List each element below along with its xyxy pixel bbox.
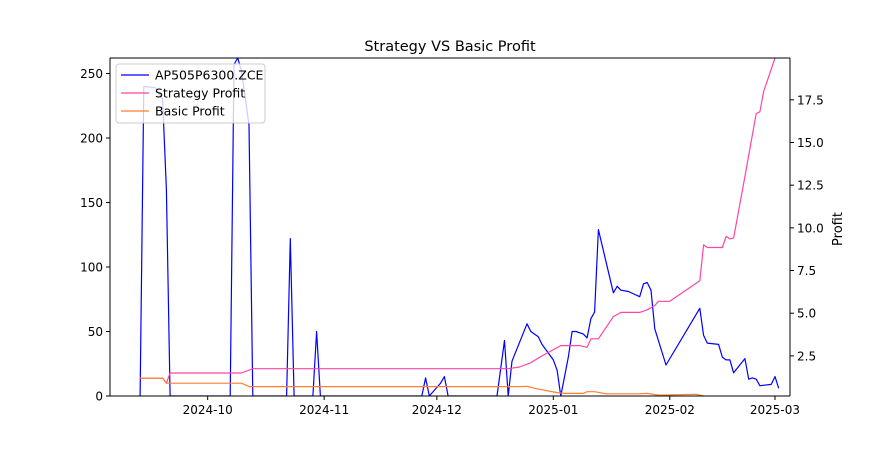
- ticks-layer: 2024-10 2024-11 2024-12 2025-01 2025-02 2025-…: [80, 67, 824, 417]
- right-y-tick-label: 5.0: [797, 307, 816, 321]
- right-y-tick-label: 12.5: [797, 179, 824, 193]
- left-y-tick-label: 250: [80, 67, 103, 81]
- series-line-strategy-profit: [140, 58, 776, 384]
- axes-layer: [109, 57, 791, 397]
- legend-frame: [115, 63, 266, 124]
- x-tick-label: 2025-01: [528, 403, 578, 417]
- right-y-tick-label: 7.5: [797, 264, 816, 278]
- right-y-tick-label: 15.0: [797, 136, 824, 150]
- legend: AP505P6300.ZCE Strategy Profit Basic Pro…: [115, 63, 266, 124]
- left-y-tick-label: 50: [88, 325, 103, 339]
- left-y-tick-label: 100: [80, 260, 103, 274]
- legend-label-strategy-profit: Strategy Profit: [155, 86, 245, 101]
- chart-title: Strategy VS Basic Profit: [364, 39, 536, 55]
- left-y-tick-label: 150: [80, 196, 103, 210]
- left-y-tick-label: 200: [80, 131, 103, 145]
- x-tick-label: 2025-02: [645, 403, 695, 417]
- x-tick-label: 2025-03: [750, 403, 800, 417]
- right-y-tick-label: 10.0: [797, 221, 824, 235]
- legend-label-basic-profit: Basic Profit: [155, 104, 225, 119]
- right-y-tick-label: 17.5: [797, 93, 824, 107]
- legend-label-ap505p6300: AP505P6300.ZCE: [155, 68, 264, 83]
- series-line-basic-profit: [140, 377, 779, 396]
- left-y-tick-label: 0: [95, 390, 103, 404]
- right-y-tick-label: 2.5: [797, 349, 816, 363]
- right-axis-label: Profit: [831, 212, 846, 246]
- data-layer: [139, 58, 780, 396]
- x-tick-label: 2024-10: [183, 403, 233, 417]
- series-line-ap505p6300: [139, 58, 780, 396]
- x-tick-label: 2024-12: [412, 403, 462, 417]
- x-tick-label: 2024-11: [299, 403, 349, 417]
